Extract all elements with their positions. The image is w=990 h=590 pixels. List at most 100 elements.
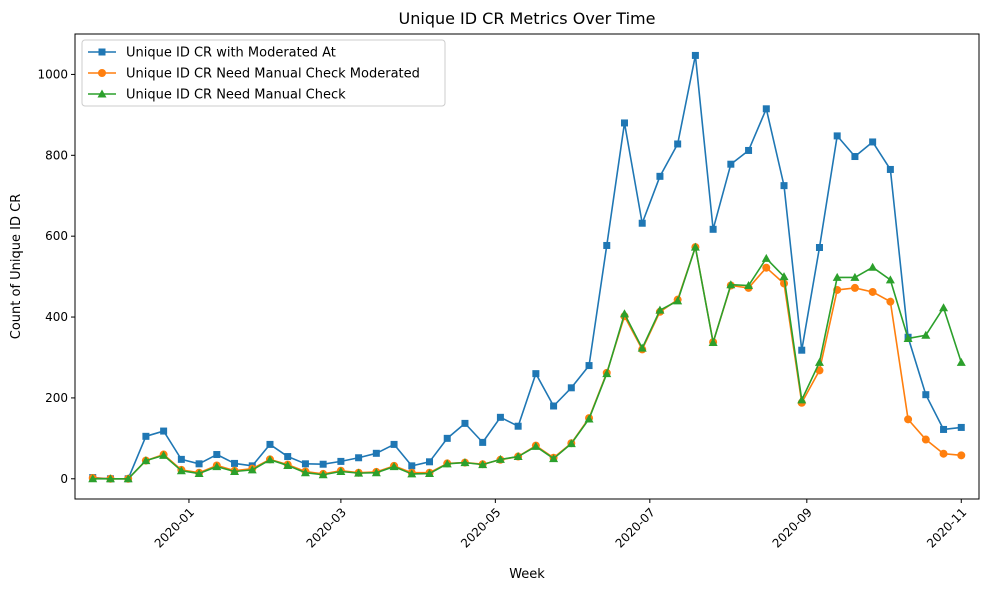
data-point bbox=[620, 119, 628, 127]
legend-label: Unique ID CR Need Manual Check bbox=[126, 88, 346, 103]
data-point bbox=[939, 303, 949, 312]
data-point bbox=[833, 132, 841, 140]
data-point bbox=[177, 455, 185, 463]
data-point bbox=[745, 146, 753, 154]
legend-box bbox=[81, 39, 446, 107]
data-point bbox=[603, 241, 611, 249]
data-point bbox=[619, 309, 629, 318]
data-point bbox=[956, 357, 966, 366]
data-point bbox=[105, 474, 115, 483]
y-tick-label: 200 bbox=[45, 391, 68, 405]
data-point bbox=[744, 281, 754, 290]
data-point bbox=[372, 449, 380, 457]
data-point bbox=[319, 460, 327, 468]
data-point bbox=[194, 469, 204, 478]
data-point bbox=[443, 434, 451, 442]
data-point bbox=[673, 296, 683, 305]
data-point bbox=[797, 395, 807, 404]
data-point bbox=[868, 287, 877, 296]
data-point bbox=[585, 362, 593, 370]
data-point bbox=[371, 468, 381, 477]
legend-marker bbox=[97, 89, 107, 98]
data-point bbox=[637, 343, 647, 352]
data-point bbox=[904, 415, 913, 424]
data-point bbox=[921, 435, 930, 444]
x-axis-label: Week bbox=[509, 567, 545, 582]
data-point bbox=[337, 457, 345, 465]
y-tick-label: 600 bbox=[45, 229, 68, 243]
data-point bbox=[390, 440, 398, 448]
data-point bbox=[727, 160, 735, 168]
data-point bbox=[300, 468, 310, 477]
data-point bbox=[461, 419, 469, 427]
plot-frame bbox=[74, 33, 980, 500]
legend-item: Unique ID CR Need Manual Check bbox=[88, 88, 346, 103]
data-point bbox=[284, 453, 292, 461]
data-point bbox=[584, 414, 594, 423]
data-point bbox=[868, 262, 878, 271]
chart-title: Unique ID CR Metrics Over Time bbox=[399, 9, 656, 28]
data-point bbox=[88, 474, 98, 483]
data-point bbox=[213, 451, 221, 459]
data-point bbox=[638, 219, 646, 227]
data-point bbox=[957, 451, 966, 460]
data-point bbox=[655, 305, 665, 314]
data-point bbox=[886, 165, 894, 173]
data-point bbox=[301, 460, 309, 468]
data-point bbox=[407, 469, 417, 478]
data-point bbox=[815, 243, 823, 251]
data-point bbox=[231, 459, 239, 467]
data-point bbox=[567, 384, 575, 392]
data-point bbox=[869, 138, 877, 146]
data-point bbox=[886, 297, 895, 306]
data-point bbox=[779, 272, 789, 281]
data-point bbox=[160, 427, 168, 435]
data-point bbox=[708, 338, 718, 347]
data-point bbox=[566, 439, 576, 448]
data-point bbox=[318, 470, 328, 479]
data-point bbox=[460, 458, 470, 467]
data-point bbox=[142, 432, 150, 440]
data-point bbox=[389, 462, 399, 471]
data-point bbox=[550, 402, 558, 410]
data-point bbox=[283, 460, 293, 469]
data-point bbox=[212, 462, 222, 471]
data-point bbox=[442, 459, 452, 468]
data-point bbox=[230, 467, 240, 476]
series-3 bbox=[88, 242, 966, 483]
data-point bbox=[532, 370, 540, 378]
data-point bbox=[761, 253, 771, 262]
legend-item: Unique ID CR Need Manual Check Moderated bbox=[88, 67, 420, 82]
data-point bbox=[176, 466, 186, 475]
legend-marker bbox=[98, 48, 106, 56]
data-point bbox=[939, 449, 948, 458]
data-point bbox=[496, 413, 504, 421]
data-point bbox=[479, 438, 487, 446]
legend-label: Unique ID CR with Moderated At bbox=[126, 46, 336, 61]
data-point bbox=[266, 440, 274, 448]
data-point bbox=[265, 455, 275, 464]
data-point bbox=[656, 172, 664, 180]
data-point bbox=[798, 346, 806, 354]
data-point bbox=[602, 369, 612, 378]
data-point bbox=[408, 462, 416, 470]
data-point bbox=[762, 105, 770, 113]
data-point bbox=[940, 425, 948, 433]
data-point bbox=[709, 225, 717, 233]
y-tick-label: 400 bbox=[45, 310, 68, 324]
data-point bbox=[354, 468, 364, 477]
data-point bbox=[674, 140, 682, 148]
data-point bbox=[832, 272, 842, 281]
legend-marker bbox=[98, 69, 106, 77]
data-point bbox=[814, 357, 824, 366]
data-point bbox=[425, 469, 435, 478]
data-point bbox=[762, 263, 771, 272]
y-tick-label: 800 bbox=[45, 148, 68, 162]
data-point bbox=[549, 454, 559, 463]
data-point bbox=[141, 456, 151, 465]
data-point bbox=[922, 391, 930, 399]
data-point bbox=[726, 280, 736, 289]
data-point bbox=[850, 283, 859, 292]
series-1 bbox=[89, 51, 965, 483]
